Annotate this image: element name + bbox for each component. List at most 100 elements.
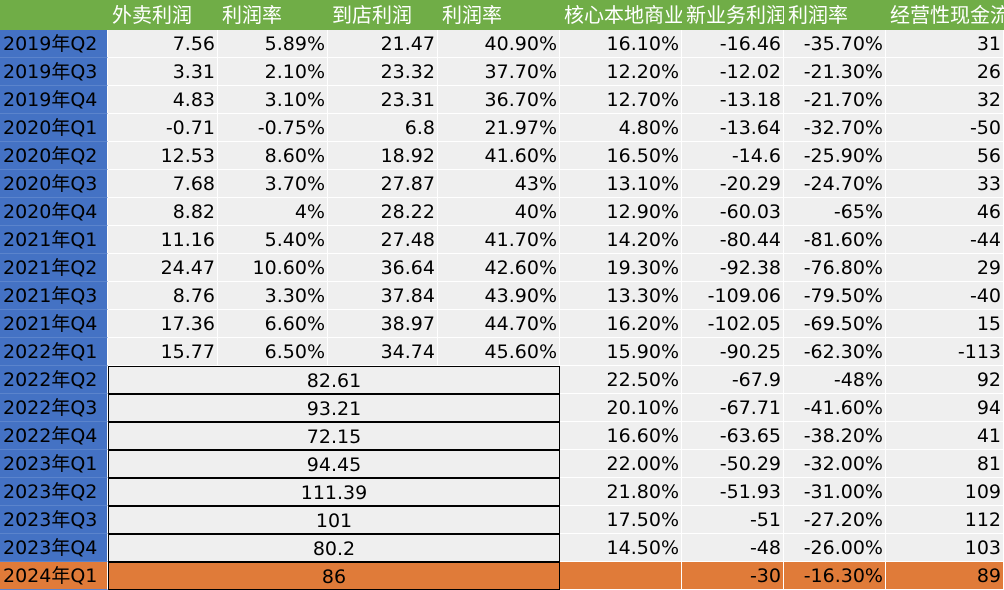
cell-new-business-margin[interactable]: -62.30% bbox=[784, 338, 886, 366]
row-label[interactable]: 2022年Q4 bbox=[0, 422, 108, 450]
cell-new-business-profit[interactable]: -48 bbox=[682, 534, 784, 562]
cell-new-business-margin[interactable]: -32.70% bbox=[784, 114, 886, 142]
cell-new-business-margin[interactable]: -35.70% bbox=[784, 30, 886, 58]
cell-new-business-profit[interactable]: -80.44 bbox=[682, 226, 784, 254]
cell-core-local-commerce[interactable]: 22.50% bbox=[560, 366, 682, 394]
cell-waimai-profit[interactable]: -0.71 bbox=[108, 114, 218, 142]
cell-operating-cash-flow[interactable]: 41 bbox=[886, 422, 1004, 450]
cell-new-business-margin[interactable]: -25.90% bbox=[784, 142, 886, 170]
cell-operating-cash-flow[interactable]: 103 bbox=[886, 534, 1004, 562]
cell-operating-cash-flow[interactable]: 29 bbox=[886, 254, 1004, 282]
cell-core-local-commerce[interactable]: 14.20% bbox=[560, 226, 682, 254]
cell-waimai-profit[interactable]: 24.47 bbox=[108, 254, 218, 282]
cell-core-local-commerce[interactable]: 21.80% bbox=[560, 478, 682, 506]
row-label[interactable]: 2021年Q4 bbox=[0, 310, 108, 338]
cell-operating-cash-flow[interactable]: 56 bbox=[886, 142, 1004, 170]
cell-new-business-margin[interactable]: -16.30% bbox=[784, 562, 886, 590]
cell-waimai-margin[interactable]: 2.10% bbox=[218, 58, 328, 86]
cell-new-business-profit[interactable]: -16.46 bbox=[682, 30, 784, 58]
row-label[interactable]: 2020年Q4 bbox=[0, 198, 108, 226]
cell-new-business-profit[interactable]: -51 bbox=[682, 506, 784, 534]
header-daodian-margin[interactable]: 利润率 bbox=[438, 0, 560, 30]
cell-new-business-profit[interactable]: -13.18 bbox=[682, 86, 784, 114]
cell-daodian-profit[interactable]: 38.97 bbox=[328, 310, 438, 338]
header-core-local-commerce[interactable]: 核心本地商业 bbox=[560, 0, 682, 30]
cell-daodian-profit[interactable]: 37.84 bbox=[328, 282, 438, 310]
merged-profit-cell[interactable]: 86 bbox=[108, 562, 560, 590]
header-waimai-margin[interactable]: 利润率 bbox=[218, 0, 328, 30]
cell-new-business-margin[interactable]: -76.80% bbox=[784, 254, 886, 282]
header-operating-cash-flow[interactable]: 经营性现金流 bbox=[886, 0, 1004, 30]
merged-profit-cell[interactable]: 101 bbox=[108, 506, 560, 534]
cell-core-local-commerce[interactable]: 22.00% bbox=[560, 450, 682, 478]
cell-core-local-commerce[interactable]: 16.50% bbox=[560, 142, 682, 170]
merged-profit-cell[interactable]: 80.2 bbox=[108, 534, 560, 562]
row-label[interactable]: 2024年Q1 bbox=[0, 562, 108, 590]
cell-daodian-profit[interactable]: 36.64 bbox=[328, 254, 438, 282]
cell-waimai-profit[interactable]: 8.76 bbox=[108, 282, 218, 310]
cell-waimai-profit[interactable]: 8.82 bbox=[108, 198, 218, 226]
cell-core-local-commerce[interactable]: 4.80% bbox=[560, 114, 682, 142]
cell-new-business-margin[interactable]: -65% bbox=[784, 198, 886, 226]
cell-daodian-profit[interactable]: 34.74 bbox=[328, 338, 438, 366]
row-label[interactable]: 2023年Q1 bbox=[0, 450, 108, 478]
cell-core-local-commerce[interactable]: 13.10% bbox=[560, 170, 682, 198]
cell-new-business-profit[interactable]: -67.71 bbox=[682, 394, 784, 422]
cell-waimai-margin[interactable]: -0.75% bbox=[218, 114, 328, 142]
header-waimai-profit[interactable]: 外卖利润 bbox=[108, 0, 218, 30]
header-new-business-profit[interactable]: 新业务利润 bbox=[682, 0, 784, 30]
cell-core-local-commerce[interactable]: 20.10% bbox=[560, 394, 682, 422]
cell-new-business-margin[interactable]: -26.00% bbox=[784, 534, 886, 562]
cell-operating-cash-flow[interactable]: -44 bbox=[886, 226, 1004, 254]
cell-daodian-profit[interactable]: 21.47 bbox=[328, 30, 438, 58]
row-label[interactable]: 2019年Q3 bbox=[0, 58, 108, 86]
cell-operating-cash-flow[interactable]: 46 bbox=[886, 198, 1004, 226]
cell-waimai-margin[interactable]: 6.60% bbox=[218, 310, 328, 338]
cell-daodian-margin[interactable]: 41.60% bbox=[438, 142, 560, 170]
cell-core-local-commerce[interactable]: 16.10% bbox=[560, 30, 682, 58]
merged-profit-cell[interactable]: 94.45 bbox=[108, 450, 560, 478]
cell-new-business-margin[interactable]: -38.20% bbox=[784, 422, 886, 450]
cell-new-business-profit[interactable]: -30 bbox=[682, 562, 784, 590]
row-label[interactable]: 2021年Q2 bbox=[0, 254, 108, 282]
cell-core-local-commerce[interactable]: 16.20% bbox=[560, 310, 682, 338]
merged-profit-cell[interactable]: 72.15 bbox=[108, 422, 560, 450]
cell-new-business-profit[interactable]: -60.03 bbox=[682, 198, 784, 226]
cell-daodian-margin[interactable]: 37.70% bbox=[438, 58, 560, 86]
cell-new-business-margin[interactable]: -24.70% bbox=[784, 170, 886, 198]
cell-waimai-profit[interactable]: 7.56 bbox=[108, 30, 218, 58]
cell-daodian-margin[interactable]: 42.60% bbox=[438, 254, 560, 282]
cell-daodian-margin[interactable]: 43% bbox=[438, 170, 560, 198]
cell-operating-cash-flow[interactable]: 92 bbox=[886, 366, 1004, 394]
cell-waimai-profit[interactable]: 11.16 bbox=[108, 226, 218, 254]
cell-operating-cash-flow[interactable]: 89 bbox=[886, 562, 1004, 590]
cell-new-business-margin[interactable]: -31.00% bbox=[784, 478, 886, 506]
cell-new-business-margin[interactable]: -81.60% bbox=[784, 226, 886, 254]
cell-core-local-commerce[interactable]: 14.50% bbox=[560, 534, 682, 562]
cell-operating-cash-flow[interactable]: -40 bbox=[886, 282, 1004, 310]
cell-daodian-profit[interactable]: 18.92 bbox=[328, 142, 438, 170]
cell-operating-cash-flow[interactable]: 26 bbox=[886, 58, 1004, 86]
cell-core-local-commerce[interactable]: 12.90% bbox=[560, 198, 682, 226]
header-new-business-margin[interactable]: 利润率 bbox=[784, 0, 886, 30]
cell-new-business-margin[interactable]: -41.60% bbox=[784, 394, 886, 422]
cell-waimai-margin[interactable]: 4% bbox=[218, 198, 328, 226]
cell-daodian-margin[interactable]: 21.97% bbox=[438, 114, 560, 142]
merged-profit-cell[interactable]: 82.61 bbox=[108, 366, 560, 394]
header-daodian-profit[interactable]: 到店利润 bbox=[328, 0, 438, 30]
cell-operating-cash-flow[interactable]: 109 bbox=[886, 478, 1004, 506]
cell-new-business-profit[interactable]: -109.06 bbox=[682, 282, 784, 310]
cell-waimai-profit[interactable]: 7.68 bbox=[108, 170, 218, 198]
row-label[interactable]: 2020年Q3 bbox=[0, 170, 108, 198]
row-label[interactable]: 2023年Q3 bbox=[0, 506, 108, 534]
cell-new-business-profit[interactable]: -90.25 bbox=[682, 338, 784, 366]
row-label[interactable]: 2022年Q2 bbox=[0, 366, 108, 394]
cell-operating-cash-flow[interactable]: 32 bbox=[886, 86, 1004, 114]
cell-core-local-commerce[interactable] bbox=[560, 562, 682, 590]
cell-daodian-profit[interactable]: 28.22 bbox=[328, 198, 438, 226]
cell-new-business-profit[interactable]: -67.9 bbox=[682, 366, 784, 394]
cell-core-local-commerce[interactable]: 13.30% bbox=[560, 282, 682, 310]
cell-new-business-profit[interactable]: -12.02 bbox=[682, 58, 784, 86]
cell-daodian-margin[interactable]: 44.70% bbox=[438, 310, 560, 338]
